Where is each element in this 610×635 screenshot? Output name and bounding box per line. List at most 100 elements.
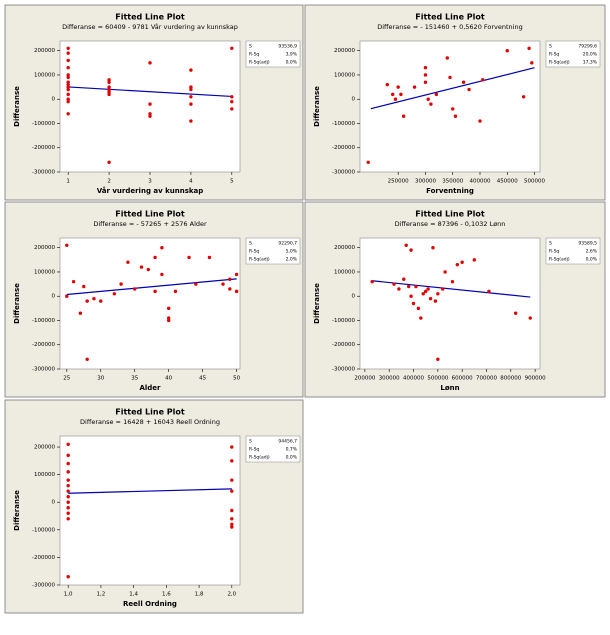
data-point	[423, 289, 428, 294]
data-point	[429, 102, 433, 106]
data-point	[148, 114, 152, 118]
data-point	[66, 575, 70, 579]
data-point	[505, 49, 509, 53]
y-tick-label: -300000	[32, 583, 55, 589]
chart-subtitle: Differanse = - 57265 + 2576 Alder	[93, 220, 207, 228]
data-point	[148, 61, 152, 65]
data-point	[451, 107, 455, 111]
data-point	[467, 87, 471, 92]
stat-label: R-Sq	[549, 52, 559, 58]
data-point	[148, 102, 152, 106]
y-tick-label: 0	[52, 294, 56, 300]
x-axis-label: Alder	[139, 384, 161, 392]
x-tick-label: 500000	[524, 179, 545, 185]
data-point	[423, 80, 428, 84]
y-tick-label: 0	[352, 97, 356, 103]
x-axis-label: Vår vurdering av kunnskap	[97, 186, 204, 195]
data-point	[419, 316, 423, 320]
data-point	[448, 75, 452, 80]
data-point	[119, 282, 123, 286]
y-tick-label: -300000	[332, 170, 355, 176]
data-point	[230, 522, 234, 526]
plot-area	[59, 40, 241, 173]
x-tick-label: 200000	[354, 376, 375, 382]
data-point	[66, 82, 70, 87]
y-tick-label: 200000	[334, 48, 355, 54]
data-point	[230, 489, 234, 493]
data-point	[436, 357, 440, 361]
y-tick-label: -100000	[332, 318, 355, 324]
data-point	[66, 495, 70, 499]
data-point	[234, 272, 239, 277]
y-tick-label: 100000	[334, 269, 355, 275]
data-point	[385, 82, 389, 87]
y-tick-label: -100000	[32, 121, 55, 127]
data-point	[66, 58, 70, 63]
data-point	[453, 114, 458, 118]
x-axis-label: Reell Ordning	[123, 600, 177, 608]
chart-title: Fitted Line Plot	[415, 210, 485, 219]
data-point	[160, 246, 164, 250]
y-tick-label: 100000	[34, 472, 55, 478]
data-point	[230, 478, 234, 482]
data-point	[107, 90, 111, 94]
data-point	[107, 80, 111, 84]
data-point	[66, 500, 70, 504]
data-point	[66, 92, 70, 97]
data-point	[461, 80, 466, 84]
data-point	[66, 461, 70, 466]
x-axis-label: Forventning	[426, 187, 474, 195]
data-point	[65, 243, 69, 247]
data-point	[166, 306, 171, 311]
stats-box	[245, 435, 301, 463]
data-point	[423, 65, 428, 70]
y-axis-label: Differanse	[13, 283, 21, 324]
data-point	[399, 92, 403, 97]
x-tick-label: 1	[66, 179, 70, 185]
y-tick-label: -300000	[32, 367, 55, 373]
stat-label: R-Sq(adj)	[249, 257, 270, 263]
data-point	[71, 279, 76, 284]
data-point	[391, 92, 395, 97]
x-tick-label: 800000	[500, 376, 521, 382]
stat-value: 93589,5	[578, 241, 597, 247]
y-tick-label: 0	[52, 97, 56, 103]
data-point	[133, 287, 137, 291]
data-point	[85, 357, 89, 361]
y-tick-label: -100000	[332, 121, 355, 127]
y-tick-label: 0	[52, 500, 56, 506]
y-tick-label: 0	[352, 294, 356, 300]
data-point	[66, 470, 70, 474]
x-tick-label: 45	[199, 376, 206, 382]
x-tick-label: 600000	[452, 376, 473, 382]
stat-value: 5,0%	[286, 249, 298, 255]
data-point	[436, 292, 440, 296]
y-tick-label: 200000	[34, 48, 55, 54]
stat-label: R-Sq	[249, 52, 259, 58]
stat-value: 20,0%	[583, 52, 598, 58]
data-point	[414, 284, 418, 289]
data-point	[107, 160, 111, 164]
stats-box	[245, 40, 301, 68]
stat-label: R-Sq(adj)	[549, 60, 570, 66]
data-point	[228, 277, 232, 281]
data-point	[107, 85, 111, 89]
stat-label: S	[249, 439, 252, 445]
data-point	[472, 258, 477, 262]
data-point	[66, 483, 70, 488]
data-point	[66, 99, 70, 104]
data-point	[443, 270, 447, 274]
data-point	[393, 97, 398, 101]
data-point	[441, 287, 445, 291]
data-point	[433, 299, 438, 303]
stat-value: 94456,7	[278, 439, 297, 445]
stat-label: R-Sq	[549, 249, 559, 255]
data-point	[230, 107, 234, 111]
data-point	[234, 289, 239, 294]
data-point	[189, 119, 193, 123]
data-point	[230, 517, 234, 521]
data-point	[166, 318, 171, 323]
